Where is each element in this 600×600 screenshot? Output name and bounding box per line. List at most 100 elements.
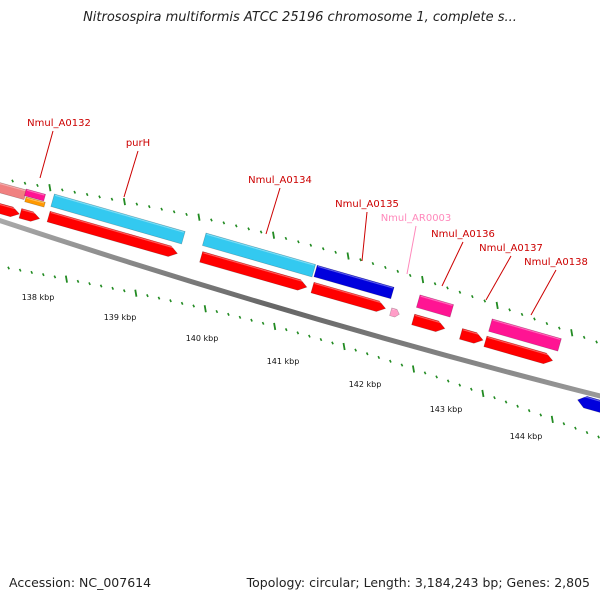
outer-tick-19 bbox=[247, 227, 251, 231]
backbone-arc bbox=[0, 218, 600, 399]
inner-tick-4 bbox=[53, 275, 57, 279]
outer-tick-10 bbox=[135, 202, 139, 206]
inner-tick-25 bbox=[296, 331, 300, 335]
gene-A0136-feature bbox=[416, 294, 454, 318]
accession-text: Accession: NC_007614 bbox=[9, 575, 152, 590]
gene-label-0: Nmul_A0132 bbox=[27, 118, 91, 129]
outer-tick-28 bbox=[359, 258, 362, 262]
inner-tick-29 bbox=[342, 342, 346, 351]
outer-tick-1 bbox=[23, 181, 27, 185]
inner-tick-44 bbox=[516, 404, 519, 408]
inner-tick-13 bbox=[157, 296, 161, 300]
outer-tick-46 bbox=[582, 335, 586, 339]
scale-label-0: 138 kbp bbox=[22, 293, 55, 302]
inner-tick-12 bbox=[146, 294, 149, 298]
inner-tick-43 bbox=[504, 400, 508, 404]
gene-label-4: Nmul_AR0003 bbox=[381, 213, 452, 224]
inner-tick-10 bbox=[122, 289, 126, 293]
inner-tick-48 bbox=[562, 422, 566, 426]
outer-tick-29 bbox=[371, 261, 375, 266]
inner-tick-47 bbox=[550, 415, 554, 424]
scale-labels: 138 kbp 139 kbp 140 kbp 141 kbp 142 kbp 143 k… bbox=[22, 293, 543, 441]
gene-label-1: purH bbox=[126, 138, 150, 149]
inner-tick-50 bbox=[585, 430, 589, 435]
leader-line-6 bbox=[485, 255, 512, 301]
inner-tick-0 bbox=[7, 266, 10, 270]
inner-tick-9 bbox=[111, 286, 115, 290]
outer-tick-4 bbox=[60, 188, 64, 192]
gene-blue-partial bbox=[577, 394, 600, 415]
scale-label-4: 142 kbp bbox=[349, 380, 382, 389]
outer-tick-37 bbox=[471, 294, 474, 299]
gene-features bbox=[0, 180, 600, 415]
gene-red-partial-a bbox=[0, 200, 20, 218]
outer-tick-15 bbox=[197, 213, 201, 221]
inner-tick-6 bbox=[76, 279, 80, 283]
leader-line-7 bbox=[530, 269, 557, 316]
leader-line-2 bbox=[265, 187, 281, 235]
leader-line-3 bbox=[361, 211, 368, 262]
inner-tick-28 bbox=[331, 341, 334, 345]
gene-label-7: Nmul_A0138 bbox=[524, 257, 588, 268]
inner-tick-18 bbox=[215, 309, 219, 314]
outer-tick-6 bbox=[85, 192, 89, 197]
inner-tick-40 bbox=[470, 387, 473, 391]
gene-A0138-feature bbox=[488, 318, 562, 352]
outer-tick-38 bbox=[483, 299, 487, 303]
inner-tick-15 bbox=[180, 301, 184, 305]
inner-tick-7 bbox=[88, 282, 91, 286]
gene-magenta-small bbox=[24, 188, 46, 202]
scale-label-2: 140 kbp bbox=[186, 334, 219, 343]
tick-marks bbox=[7, 179, 600, 439]
inner-tick-5 bbox=[64, 275, 68, 283]
inner-tick-1 bbox=[18, 268, 22, 272]
outer-tick-12 bbox=[160, 207, 164, 211]
outer-tick-36 bbox=[458, 290, 462, 294]
inner-tick-36 bbox=[423, 371, 427, 375]
topology-text: Topology: circular; Length: 3,184,243 bp… bbox=[246, 575, 590, 590]
outer-tick-31 bbox=[396, 269, 400, 274]
inner-tick-42 bbox=[493, 396, 496, 400]
outer-tick-18 bbox=[234, 224, 238, 228]
outer-tick-14 bbox=[185, 212, 188, 217]
outer-tick-21 bbox=[272, 231, 276, 239]
outer-tick-11 bbox=[147, 205, 151, 209]
gene-A0135-cds bbox=[310, 281, 387, 312]
gene-A0135-feature bbox=[313, 264, 395, 300]
inner-tick-2 bbox=[30, 270, 34, 275]
outer-tick-33 bbox=[421, 275, 425, 284]
inner-tick-19 bbox=[227, 312, 230, 316]
outer-tick-42 bbox=[533, 317, 536, 321]
outer-tick-20 bbox=[259, 230, 263, 234]
outer-tick-41 bbox=[520, 312, 524, 317]
gene-A0134-cds bbox=[199, 251, 308, 291]
inner-tick-32 bbox=[377, 355, 381, 360]
outer-tick-25 bbox=[321, 247, 325, 251]
outer-tick-35 bbox=[446, 286, 449, 290]
inner-tick-23 bbox=[273, 322, 277, 331]
gene-purH-feature bbox=[50, 193, 186, 245]
outer-tick-30 bbox=[384, 265, 387, 270]
outer-tick-16 bbox=[210, 218, 213, 222]
outer-tick-17 bbox=[222, 221, 226, 225]
outer-tick-27 bbox=[346, 252, 350, 260]
inner-tick-17 bbox=[203, 305, 207, 313]
outer-tick-26 bbox=[334, 250, 337, 254]
scale-label-6: 144 kbp bbox=[510, 432, 543, 441]
gene-label-2: Nmul_A0134 bbox=[248, 175, 312, 186]
inner-tick-46 bbox=[539, 413, 543, 417]
inner-tick-14 bbox=[169, 299, 172, 303]
leader-line-0 bbox=[39, 130, 54, 179]
inner-tick-34 bbox=[400, 363, 404, 367]
gene-label-3: Nmul_A0135 bbox=[335, 199, 399, 210]
inner-tick-3 bbox=[41, 273, 45, 277]
inner-tick-37 bbox=[435, 375, 438, 379]
inner-tick-22 bbox=[261, 321, 265, 325]
inner-tick-24 bbox=[284, 328, 288, 332]
inner-tick-33 bbox=[389, 359, 392, 363]
inner-tick-38 bbox=[446, 379, 450, 383]
inner-tick-21 bbox=[250, 318, 253, 322]
scale-label-5: 143 kbp bbox=[430, 405, 463, 414]
outer-tick-13 bbox=[172, 210, 176, 214]
